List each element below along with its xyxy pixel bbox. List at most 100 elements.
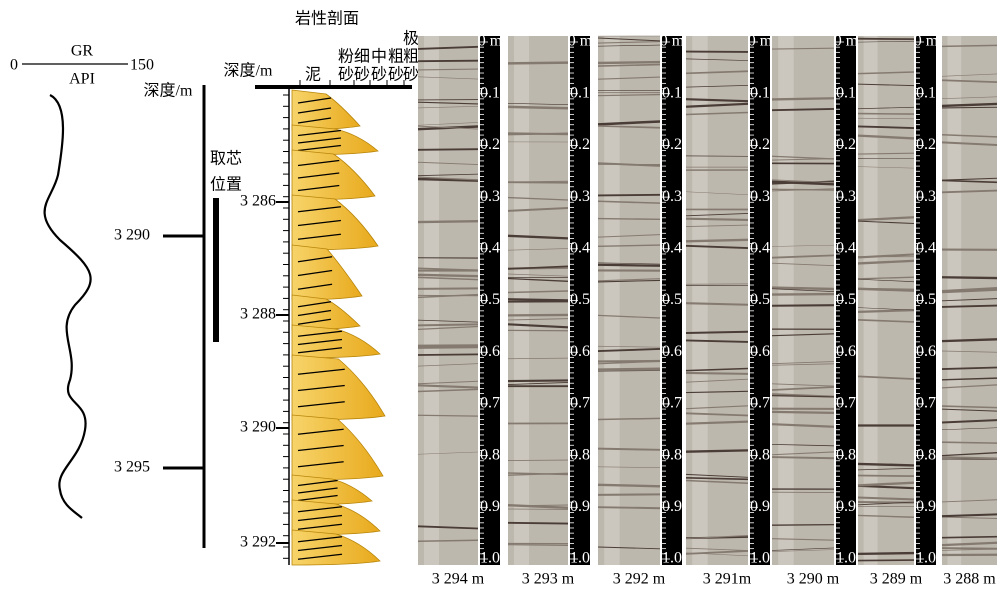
sand-lobe: [292, 415, 383, 480]
core-lamina: [508, 299, 568, 300]
grain-size-label: 极: [403, 30, 419, 48]
figure: 0GR150API深度/m3 2903 295取芯位置岩性剖面深度/m泥粉砂细砂…: [0, 0, 997, 590]
sand-lobe: [292, 125, 378, 155]
core-lamina: [508, 545, 568, 546]
core-lamina: [686, 240, 748, 242]
core-lamina: [598, 195, 660, 196]
core-lamina: [942, 537, 997, 538]
scale-label: 0.9: [480, 498, 500, 515]
gr-max: 150: [130, 57, 154, 74]
core-lamina: [942, 442, 997, 443]
scale-label: 0.1: [916, 84, 936, 101]
scale-label: 0.8: [570, 446, 590, 463]
scale-label: 0.6: [750, 343, 770, 360]
scale-label: 0.1: [662, 84, 682, 101]
scale-label: 0.5: [916, 291, 936, 308]
scale-label: 0.7: [916, 395, 936, 412]
scale-label: 0.3: [750, 188, 770, 205]
lithology-depth-label: 3 288: [240, 306, 276, 323]
core-lamina: [418, 540, 478, 541]
scale-label: 0.2: [836, 136, 856, 153]
sand-lobe: [292, 500, 380, 535]
grain-size-label: 细: [354, 48, 370, 66]
core-depth-label: 3 288 m: [943, 571, 996, 588]
core-lamina: [418, 354, 478, 355]
scale-label: 0.8: [480, 446, 500, 463]
scale-label: 0.3: [662, 188, 682, 205]
scale-label: 0 m: [748, 33, 773, 50]
scale-label: 0.5: [750, 291, 770, 308]
sand-lobe: [292, 245, 362, 300]
core-lamina: [508, 133, 568, 134]
scale-label: 0.5: [662, 291, 682, 308]
core-lamina: [418, 415, 478, 416]
scale-label: 0.6: [570, 343, 590, 360]
lithology-depth-label: 3 292: [240, 534, 276, 551]
core-lamina: [772, 189, 834, 190]
core-lamina: [858, 553, 914, 554]
core-depth-label: 3 294 m: [432, 571, 485, 588]
grain-size-label: 砂: [354, 66, 370, 84]
scale-label: 1.0: [480, 550, 500, 567]
core-lamina: [508, 460, 568, 461]
core-lamina: [508, 182, 568, 183]
scale-label: 0.6: [916, 343, 936, 360]
scale-label: 0.7: [836, 395, 856, 412]
scale-label: 0.4: [480, 239, 500, 256]
core-lamina: [598, 494, 660, 495]
scale-label: 0.4: [662, 239, 682, 256]
core-lamina: [772, 98, 834, 99]
lithology-axis-title: 深度/m: [224, 62, 273, 80]
gr-min: 0: [10, 57, 18, 74]
core-lamina: [686, 373, 748, 374]
scale-label: 0.2: [570, 136, 590, 153]
core-depth-label: 3 292 m: [613, 571, 666, 588]
scale-label: 0.9: [836, 498, 856, 515]
core-depth-label: 3 293 m: [522, 571, 575, 588]
grain-size-label: 砂: [388, 66, 404, 84]
grain-size-label: 砂: [403, 66, 419, 84]
core-lamina: [686, 332, 748, 333]
scale-label: 0.5: [570, 291, 590, 308]
grain-size-label: 粉: [338, 48, 354, 66]
core-lamina: [772, 288, 834, 289]
sand-lobe: [292, 195, 378, 250]
scale-label: 0.8: [662, 446, 682, 463]
coring-label: 取芯: [210, 150, 242, 168]
grain-size-label: 粗: [403, 48, 419, 66]
scale-label: 0.9: [570, 498, 590, 515]
core-lamina: [508, 63, 568, 64]
lithology-title: 岩性剖面: [295, 10, 359, 28]
core-lamina: [772, 457, 834, 458]
core-lamina: [686, 450, 748, 451]
sand-lobe: [292, 295, 360, 330]
coring-interval: [213, 198, 219, 342]
core-lamina: [598, 265, 660, 266]
core-lamina: [418, 221, 478, 222]
scale-label: 0 m: [478, 33, 503, 50]
scale-label: 0.6: [480, 343, 500, 360]
core-lamina: [772, 412, 834, 413]
scale-label: 0.6: [662, 343, 682, 360]
scale-label: 0.1: [480, 84, 500, 101]
scale-label: 0.1: [750, 84, 770, 101]
scale-label: 1.0: [570, 550, 590, 567]
scale-label: 0 m: [660, 33, 685, 50]
core-lamina: [418, 347, 478, 348]
sand-lobe: [292, 90, 360, 130]
core-lamina: [598, 507, 660, 508]
scale-label: 0.5: [480, 291, 500, 308]
scale-label: 0.7: [570, 395, 590, 412]
grain-size-label: 砂: [371, 66, 387, 84]
core-highlight: [778, 36, 794, 565]
core-lamina: [942, 277, 997, 278]
sand-lobe: [292, 150, 375, 200]
scale-label: 0.4: [750, 239, 770, 256]
scale-label: 1.0: [750, 550, 770, 567]
scale-label: 0.9: [916, 498, 936, 515]
core-lamina: [508, 380, 568, 381]
core-lamina: [418, 275, 478, 276]
scale-label: 0.4: [916, 239, 936, 256]
gr-unit: API: [69, 71, 95, 88]
scale-label: 0.8: [916, 446, 936, 463]
